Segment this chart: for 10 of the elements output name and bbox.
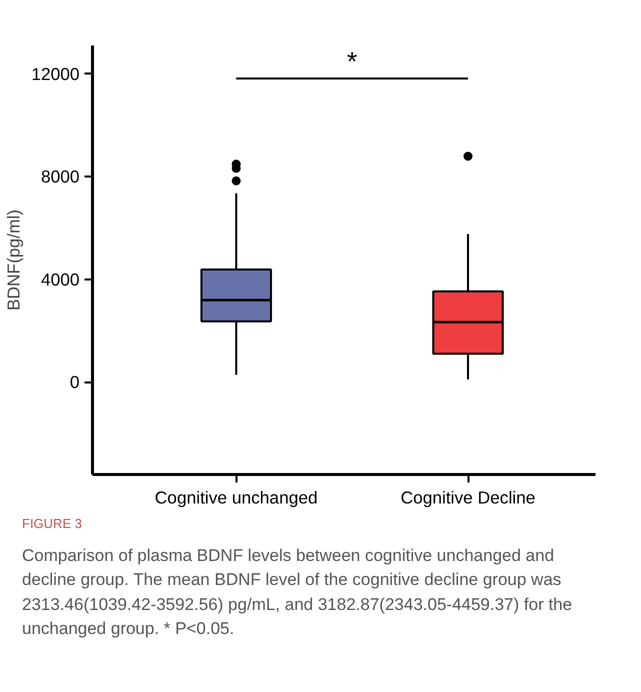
- x-tick-label: Cognitive Decline: [400, 488, 536, 508]
- text: Comparison of plasma BDNF levels between cognitive unchanged and decline group. The mean BDNF level of the cognitive decline group was 2313.46(1039.42-3592.56) pg/mL, and 3182.87(2343.05-4459.37) for the unchanged group. * P<0.05.: [22, 544, 574, 640]
- y-tick-label: 8000: [40, 166, 80, 187]
- x-tick-label: Cognitive unchanged: [154, 488, 318, 508]
- y-tick-label: 4000: [40, 269, 80, 290]
- annotation: *: [346, 46, 358, 77]
- y-tick-label: 12000: [31, 64, 80, 84]
- y-tick-label: 0: [70, 372, 80, 392]
- y-axis-title: BDNF(pg/ml): [3, 209, 24, 311]
- caption: FIGURE 3: [22, 515, 82, 533]
